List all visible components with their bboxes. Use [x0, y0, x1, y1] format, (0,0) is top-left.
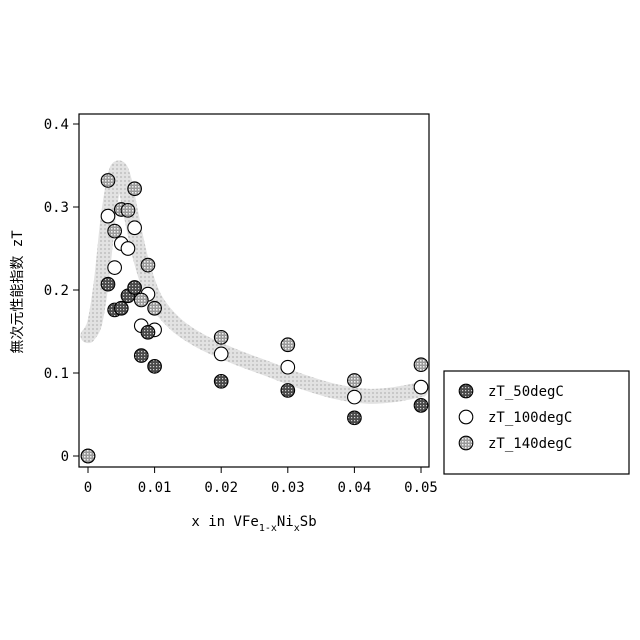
zT_140degC-point — [128, 182, 142, 196]
x-axis-title: x in VFe1-xNixSb — [191, 514, 316, 534]
zT_50degC-point — [128, 281, 142, 295]
zT_100degC-point — [101, 209, 115, 223]
x-tick-label: 0 — [84, 480, 92, 496]
zT_140degC-point — [134, 293, 148, 307]
x-axis: 0 0.01 0.02 0.03 0.04 0.05 — [84, 467, 438, 496]
zT_140degC-point — [121, 204, 135, 218]
zT_100degC-point — [121, 242, 135, 256]
legend: zT_50degC zT_100degC zT_140degC — [444, 371, 629, 474]
zT_50degC-point — [115, 301, 129, 315]
legend-marker-zT_50degC — [459, 384, 473, 398]
x-tick-label: 0.01 — [138, 480, 172, 496]
zT_140degC-point — [214, 331, 228, 345]
zT_140degC-point — [414, 358, 428, 372]
y-axis: 0 0.1 0.2 0.3 0.4 — [44, 117, 79, 465]
zT_140degC-point — [148, 301, 162, 315]
zT_50degC-point — [148, 360, 162, 374]
zT_50degC-point — [101, 277, 115, 291]
zT_50degC-point — [348, 411, 362, 425]
zT_140degC-point — [101, 174, 115, 188]
zT_100degC-point — [128, 221, 142, 235]
zT_100degC-point — [414, 380, 428, 394]
zT_50degC-point — [281, 384, 295, 398]
y-tick-label: 0.3 — [44, 200, 69, 216]
x-tick-label: 0.04 — [338, 480, 372, 496]
zT_140degC-point — [141, 258, 155, 272]
x-tick-label: 0.02 — [204, 480, 238, 496]
zT_140degC-point — [281, 338, 295, 352]
legend-label-zT_50degC: zT_50degC — [488, 384, 564, 400]
zT_100degC-point — [108, 261, 122, 275]
legend-marker-zT_100degC — [459, 410, 473, 424]
y-tick-label: 0.4 — [44, 117, 69, 133]
zT_100degC-point — [348, 390, 362, 404]
zT_50degC-point — [414, 399, 428, 413]
legend-label-zT_140degC: zT_140degC — [488, 436, 572, 452]
zT_50degC-point — [141, 326, 155, 340]
legend-label-zT_100degC: zT_100degC — [488, 410, 572, 426]
zT_100degC-point — [281, 360, 295, 374]
y-tick-label: 0.1 — [44, 366, 69, 382]
zT_100degC-point — [214, 347, 228, 361]
x-tick-label: 0.03 — [271, 480, 305, 496]
x-tick-label: 0.05 — [404, 480, 438, 496]
y-tick-label: 0.2 — [44, 283, 69, 299]
zT_140degC-point — [348, 374, 362, 388]
y-tick-label: 0 — [61, 449, 69, 465]
y-axis-title: 無次元性能指数 zT — [10, 230, 26, 354]
zT_50degC-point — [214, 375, 228, 389]
zT_140degC-point — [108, 224, 122, 238]
zT_50degC-point — [134, 349, 148, 363]
legend-marker-zT_140degC — [459, 436, 473, 450]
zT_140degC-point — [81, 449, 95, 463]
